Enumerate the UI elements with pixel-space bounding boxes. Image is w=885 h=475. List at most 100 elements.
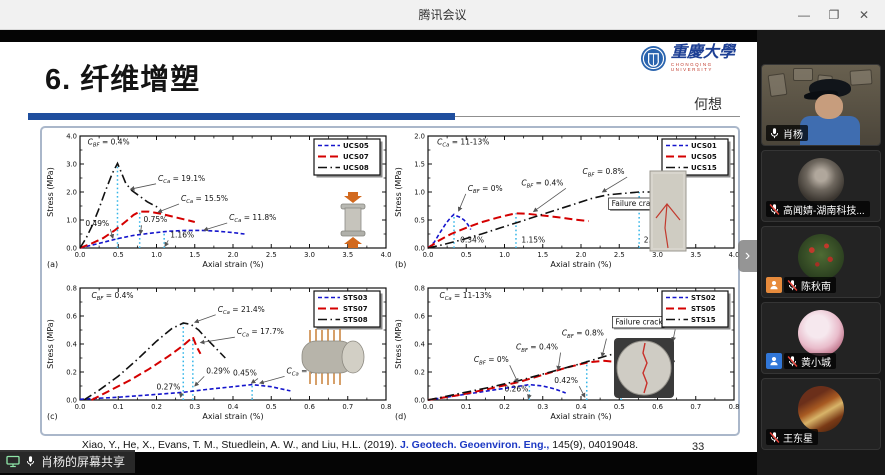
svg-text:CBF = 0.4%: CBF = 0.4% (88, 137, 130, 148)
svg-text:CCa = 21.4%: CCa = 21.4% (218, 305, 265, 316)
svg-text:0.0: 0.0 (75, 403, 86, 411)
svg-text:CBF = 0.8%: CBF = 0.8% (583, 167, 625, 178)
svg-text:0.5: 0.5 (414, 216, 425, 224)
failed-disc-photo (614, 338, 674, 398)
svg-text:0.8: 0.8 (381, 403, 392, 411)
svg-text:2.5: 2.5 (614, 251, 625, 259)
participant-name: 高闻婧-湖南科技... (783, 205, 865, 217)
svg-text:UCS07: UCS07 (343, 153, 369, 161)
svg-text:0.4: 0.4 (66, 340, 77, 348)
svg-text:Axial strain (%): Axial strain (%) (550, 412, 611, 421)
svg-text:0.3: 0.3 (537, 403, 548, 411)
svg-text:CBF = 0%: CBF = 0% (468, 184, 503, 195)
svg-text:0.0: 0.0 (66, 244, 77, 252)
svg-text:0.4: 0.4 (576, 403, 587, 411)
svg-text:0.27%: 0.27% (157, 383, 181, 392)
svg-text:2.0: 2.0 (228, 251, 239, 259)
screen-share-banner: 肖杨的屏幕共享 (0, 450, 136, 473)
slide-title: 6. 纤维增塑 (45, 64, 201, 96)
svg-text:Axial strain (%): Axial strain (%) (202, 260, 263, 269)
chart-d-plot: 0.0 0.1 0.2 0.3 0.4 0.5 0.6 0.7 0.8 0.0 0.2 0.4 0.6 0… (394, 284, 739, 421)
svg-text:Stress (MPa): Stress (MPa) (46, 319, 55, 369)
svg-text:STS07: STS07 (343, 305, 368, 313)
picture-frame (793, 68, 813, 81)
svg-text:CCa = 15.5%: CCa = 15.5% (181, 194, 228, 205)
svg-text:Stress (MPa): Stress (MPa) (394, 319, 403, 369)
participant-tile[interactable]: 王东星 (761, 378, 881, 450)
avatar (798, 234, 844, 280)
svg-text:0.2: 0.2 (414, 368, 425, 376)
figure-panel: 0.0 0.5 1.0 1.5 2.0 2.5 3.0 3.5 4.0 0.0 1.0 2.0 3.0 4… (40, 126, 740, 436)
svg-text:UCS05: UCS05 (691, 153, 717, 161)
svg-text:4.0: 4.0 (729, 251, 740, 259)
svg-text:Stress (MPa): Stress (MPa) (394, 167, 403, 217)
svg-text:(a): (a) (47, 260, 58, 269)
svg-text:0.4: 0.4 (228, 403, 239, 411)
title-underline-fill (28, 113, 456, 120)
svg-text:STS15: STS15 (691, 316, 716, 324)
svg-text:2.5: 2.5 (266, 251, 277, 259)
svg-text:0.0: 0.0 (414, 396, 425, 404)
meeting-content: 6. 纤维增塑 何想 重慶大學 CHONGQING UNIVERSITY (0, 30, 885, 475)
person-icon (770, 280, 778, 290)
restore-button[interactable]: ❐ (828, 8, 840, 22)
svg-text:UCS05: UCS05 (343, 142, 369, 150)
svg-text:1.0: 1.0 (499, 251, 510, 259)
participant-name: 王东星 (783, 433, 813, 445)
presenter-name: 何想 (694, 96, 722, 112)
svg-text:0.8: 0.8 (414, 284, 425, 292)
svg-text:1.5: 1.5 (414, 160, 425, 168)
citation-tail: 145(9), 04019048. (549, 439, 639, 451)
university-name-cn: 重慶大學 (670, 44, 735, 61)
svg-text:1.5: 1.5 (537, 251, 548, 259)
close-button[interactable]: ✕ (858, 8, 870, 22)
svg-text:0.49%: 0.49% (85, 219, 109, 228)
participant-name: 肖杨 (783, 129, 803, 141)
svg-text:STS02: STS02 (691, 294, 716, 302)
svg-text:CCa = 11-13%: CCa = 11-13% (437, 137, 489, 148)
svg-text:STS08: STS08 (343, 316, 368, 324)
svg-text:CBF = 0.4%: CBF = 0.4% (91, 291, 133, 302)
svg-text:STS05: STS05 (691, 305, 716, 313)
citation-authors: Xiao, Y., He, X., Evans, T. M., Stuedlei… (81, 439, 400, 451)
svg-text:Axial strain (%): Axial strain (%) (202, 412, 263, 421)
svg-text:1.0: 1.0 (414, 188, 425, 196)
svg-text:0.1: 0.1 (113, 403, 124, 411)
svg-text:0.2: 0.2 (499, 403, 510, 411)
sidebar-collapse-button[interactable]: › (738, 240, 757, 272)
university-emblem-icon (640, 46, 666, 71)
svg-text:0.7: 0.7 (690, 403, 701, 411)
svg-text:3.0: 3.0 (304, 251, 315, 259)
svg-text:2.0: 2.0 (414, 132, 425, 140)
muted-mic-icon (769, 203, 780, 215)
svg-text:CCa = 11.8%: CCa = 11.8% (229, 213, 276, 224)
fiber-cylinder-image (301, 329, 365, 385)
svg-text:CBF = 0.8%: CBF = 0.8% (562, 329, 604, 340)
svg-text:Failure crack: Failure crack (615, 317, 663, 326)
person-face (815, 94, 843, 119)
participant-tile[interactable]: 肖杨 (761, 64, 881, 146)
svg-text:0.1: 0.1 (461, 403, 472, 411)
chart-a-plot: 0.0 0.5 1.0 1.5 2.0 2.5 3.0 3.5 4.0 0.0 1.0 2.0 3.0 4… (46, 132, 391, 269)
svg-text:0.6: 0.6 (66, 312, 77, 320)
participant-tile[interactable]: 黄小城 (761, 302, 881, 374)
participant-tile[interactable]: 高闻婧-湖南科技... (761, 150, 881, 222)
minimize-button[interactable]: — (798, 8, 810, 22)
svg-text:CCa = 17.7%: CCa = 17.7% (237, 327, 284, 338)
avatar (798, 386, 844, 432)
svg-text:0.26%: 0.26% (505, 385, 529, 394)
citation-line: Xiao, Y., He, X., Evans, T. M., Stuedlei… (0, 439, 720, 451)
name-overlay: 陈秋南 (784, 277, 836, 293)
svg-text:CBF = 0%: CBF = 0% (474, 355, 509, 366)
svg-text:0.6: 0.6 (652, 403, 663, 411)
ucs-specimen-image (340, 192, 366, 248)
avatar (798, 310, 844, 356)
person-icon (770, 356, 778, 366)
svg-text:0.5: 0.5 (461, 251, 472, 259)
muted-mic-icon (787, 355, 798, 367)
slide-page-number: 33 (692, 441, 705, 453)
title-underline-bar (28, 113, 740, 120)
svg-text:CCa = 19.1%: CCa = 19.1% (158, 174, 205, 185)
participant-tile[interactable]: 陈秋南 (761, 226, 881, 298)
picture-frame (849, 69, 873, 86)
